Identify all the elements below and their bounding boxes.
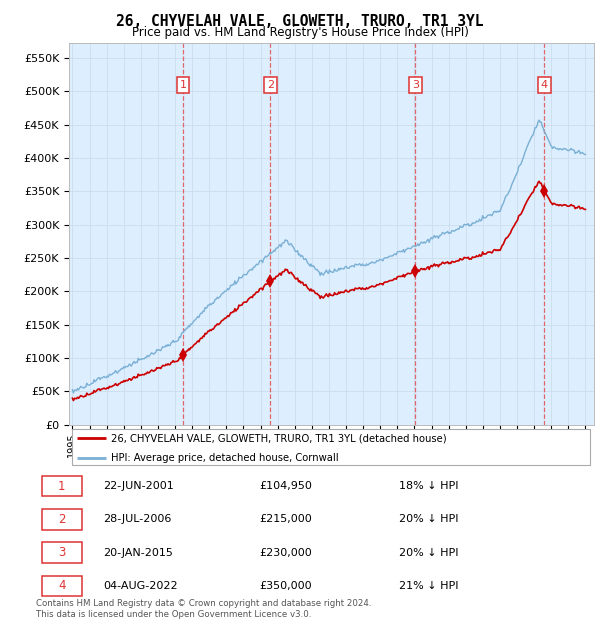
Text: 28-JUL-2006: 28-JUL-2006 [103, 515, 172, 525]
FancyBboxPatch shape [41, 509, 82, 529]
FancyBboxPatch shape [41, 575, 82, 596]
Text: 2: 2 [58, 513, 65, 526]
Text: 21% ↓ HPI: 21% ↓ HPI [398, 581, 458, 591]
Text: 20-JAN-2015: 20-JAN-2015 [103, 547, 173, 557]
Text: 22-JUN-2001: 22-JUN-2001 [103, 481, 174, 491]
Text: Contains HM Land Registry data © Crown copyright and database right 2024.
This d: Contains HM Land Registry data © Crown c… [36, 600, 371, 619]
Text: 2: 2 [267, 80, 274, 90]
Text: 26, CHYVELAH VALE, GLOWETH, TRURO, TR1 3YL (detached house): 26, CHYVELAH VALE, GLOWETH, TRURO, TR1 3… [111, 433, 446, 443]
Text: £350,000: £350,000 [259, 581, 312, 591]
Text: 4: 4 [58, 580, 65, 593]
Text: 3: 3 [412, 80, 419, 90]
FancyBboxPatch shape [41, 542, 82, 563]
Text: £215,000: £215,000 [259, 515, 312, 525]
Text: HPI: Average price, detached house, Cornwall: HPI: Average price, detached house, Corn… [111, 453, 338, 463]
Text: 4: 4 [541, 80, 548, 90]
Text: 04-AUG-2022: 04-AUG-2022 [103, 581, 178, 591]
Text: 26, CHYVELAH VALE, GLOWETH, TRURO, TR1 3YL: 26, CHYVELAH VALE, GLOWETH, TRURO, TR1 3… [116, 14, 484, 29]
Text: £104,950: £104,950 [259, 481, 312, 491]
Text: 20% ↓ HPI: 20% ↓ HPI [398, 547, 458, 557]
Text: 1: 1 [179, 80, 187, 90]
FancyBboxPatch shape [71, 429, 590, 465]
Text: 1: 1 [58, 479, 65, 492]
FancyBboxPatch shape [41, 476, 82, 497]
Text: 20% ↓ HPI: 20% ↓ HPI [398, 515, 458, 525]
Text: 18% ↓ HPI: 18% ↓ HPI [398, 481, 458, 491]
Text: £230,000: £230,000 [259, 547, 312, 557]
Text: Price paid vs. HM Land Registry's House Price Index (HPI): Price paid vs. HM Land Registry's House … [131, 26, 469, 39]
Text: 3: 3 [58, 546, 65, 559]
